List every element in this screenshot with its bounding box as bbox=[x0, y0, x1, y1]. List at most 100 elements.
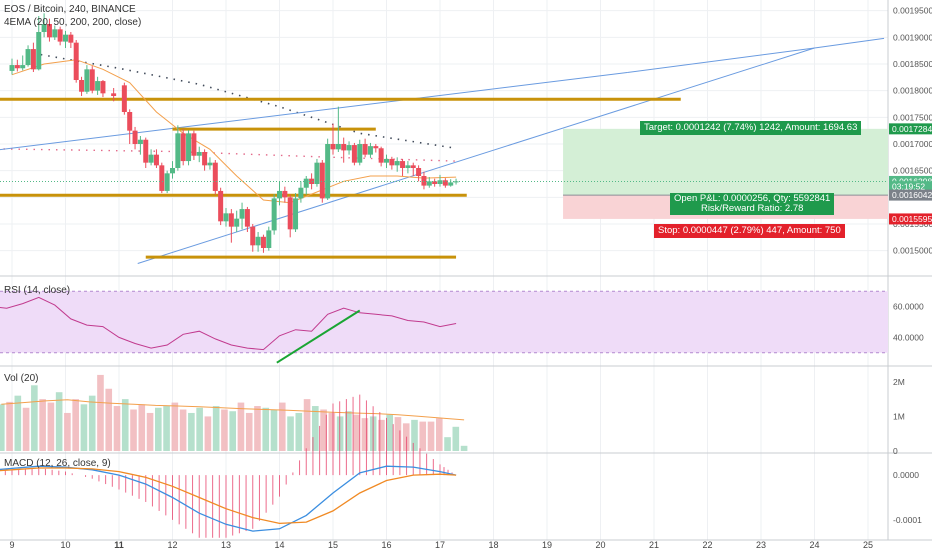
candle-body bbox=[362, 144, 368, 155]
candle-body bbox=[159, 165, 165, 191]
x-axis-label: 20 bbox=[595, 540, 605, 550]
candle-body bbox=[175, 133, 181, 168]
volume-bar bbox=[328, 412, 336, 451]
candle-body bbox=[260, 236, 266, 248]
ema-indicator-label: 4EMA (20, 50, 200, 200, close) bbox=[4, 17, 142, 28]
volume-bar bbox=[188, 412, 195, 451]
volume-bar bbox=[0, 404, 5, 451]
volume-bar bbox=[22, 407, 30, 451]
price-axis-label: 0.0018500 bbox=[893, 59, 932, 69]
volume-bar bbox=[270, 409, 278, 451]
candle-body bbox=[153, 154, 159, 166]
candle-body bbox=[95, 81, 101, 91]
volume-bar bbox=[237, 402, 245, 451]
price-tag-text: 0.0015595 bbox=[892, 214, 932, 224]
candle-body bbox=[100, 81, 106, 94]
open-pnl-text: Open P&L: 0.0000256, Qty: 5592841 bbox=[674, 193, 831, 204]
trend-line[interactable] bbox=[627, 47, 815, 74]
candle-body bbox=[207, 162, 213, 166]
price-axis-label: 0.0019500 bbox=[893, 6, 932, 16]
volume-bar bbox=[394, 417, 402, 451]
rsi-line bbox=[0, 296, 457, 351]
x-axis-label: 24 bbox=[809, 540, 819, 550]
candle-body bbox=[277, 190, 282, 199]
price-axis-label: 0.0018000 bbox=[893, 86, 932, 96]
candle-body bbox=[223, 213, 229, 222]
trend-line[interactable] bbox=[814, 37, 885, 49]
candle-body bbox=[191, 133, 197, 156]
volume-bar bbox=[435, 418, 443, 451]
rsi-axis-label: 40.0000 bbox=[893, 332, 924, 342]
candle-body bbox=[378, 148, 384, 163]
volume-bar bbox=[179, 409, 187, 451]
candle-body bbox=[111, 93, 117, 96]
candle-body bbox=[266, 230, 272, 248]
candle-body bbox=[244, 209, 250, 227]
candle-body bbox=[400, 161, 406, 168]
dotted-ma-pink bbox=[0, 148, 457, 162]
volume-bar bbox=[427, 421, 435, 451]
candle-body bbox=[410, 165, 416, 168]
x-axis-label: 12 bbox=[167, 540, 177, 550]
candle-body bbox=[373, 146, 379, 149]
candle-body bbox=[405, 165, 411, 168]
candle-body bbox=[14, 65, 20, 69]
candle-body bbox=[389, 158, 395, 166]
volume-bar bbox=[345, 411, 352, 451]
volume-bar bbox=[245, 412, 253, 451]
volume-ma-line bbox=[1, 399, 465, 421]
candle-body bbox=[148, 154, 154, 163]
candle-body bbox=[426, 181, 432, 186]
volume-bar bbox=[47, 402, 55, 451]
volume-bar bbox=[411, 419, 418, 451]
volume-bar bbox=[121, 399, 129, 451]
volume-bar bbox=[303, 399, 311, 451]
price-axis-label: 0.0016500 bbox=[893, 166, 932, 176]
candle-body bbox=[73, 42, 79, 80]
volume-bar bbox=[146, 412, 154, 451]
trend-line[interactable] bbox=[0, 72, 628, 155]
rsi-axis-label: 60.0000 bbox=[893, 302, 924, 312]
candle-body bbox=[239, 209, 245, 219]
volume-bar bbox=[31, 385, 38, 451]
candle-body bbox=[309, 178, 315, 184]
volume-bar bbox=[278, 402, 286, 451]
x-axis-label: 21 bbox=[649, 540, 659, 550]
candle-body bbox=[186, 133, 192, 162]
volume-bar bbox=[88, 395, 96, 451]
volume-bar bbox=[452, 426, 460, 451]
candle-body bbox=[132, 130, 138, 144]
ema-line bbox=[11, 59, 457, 204]
x-axis-label: 11 bbox=[114, 540, 124, 550]
candle-body bbox=[137, 139, 143, 144]
volume-bar bbox=[212, 406, 220, 451]
x-axis-label: 19 bbox=[542, 540, 552, 550]
candle-body bbox=[79, 80, 85, 92]
risk-reward-text: Risk/Reward Ratio: 2.78 bbox=[700, 203, 804, 214]
candle-body bbox=[330, 144, 336, 150]
target-badge: Target: 0.0001242 (7.74%) 1242, Amount: … bbox=[640, 121, 862, 135]
target-zone bbox=[563, 128, 888, 196]
stop-badge: Stop: 0.0000447 (2.79%) 447, Amount: 750 bbox=[654, 224, 845, 238]
candle-body bbox=[287, 197, 293, 230]
candle-body bbox=[271, 198, 277, 231]
candle-body bbox=[421, 176, 427, 186]
vol-pane-title: Vol (20) bbox=[4, 373, 39, 384]
candle-body bbox=[57, 29, 63, 42]
volume-bar bbox=[295, 412, 303, 451]
rsi-divergence-line[interactable] bbox=[276, 309, 361, 364]
volume-bar bbox=[320, 409, 327, 451]
chart-symbol-title: EOS / Bitcoin, 240, BINANCE bbox=[4, 4, 136, 15]
candle-body bbox=[68, 34, 74, 43]
x-axis-label: 14 bbox=[274, 540, 284, 550]
candle-body bbox=[41, 24, 47, 32]
x-axis-label: 16 bbox=[381, 540, 391, 550]
volume-bar bbox=[55, 392, 63, 451]
candle-body bbox=[164, 173, 170, 191]
candle-body bbox=[255, 236, 261, 246]
volume-bar bbox=[97, 374, 104, 451]
volume-bar bbox=[80, 404, 88, 451]
candle-body bbox=[351, 145, 357, 163]
candle-body bbox=[143, 139, 149, 163]
